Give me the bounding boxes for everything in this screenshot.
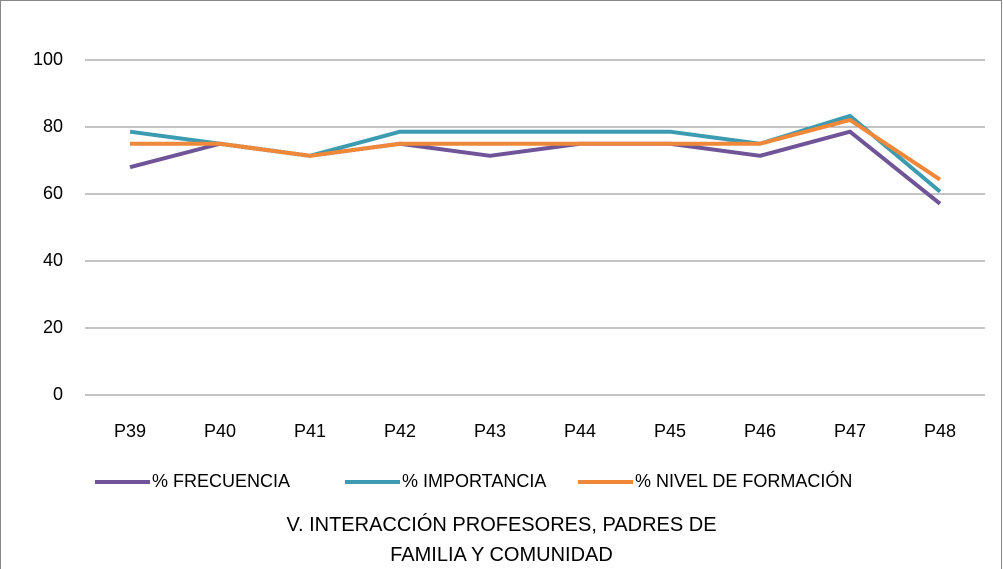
y-tick-label: 20 [43,317,63,337]
x-tick-label: P40 [204,421,236,441]
line-series [130,117,942,182]
legend-label: % IMPORTANCIA [402,471,546,491]
x-tick-label: P41 [294,421,326,441]
y-tick-label: 0 [53,384,63,404]
legend-label: % NIVEL DE FORMACIÓN [635,470,852,491]
y-tick-label: 80 [43,116,63,136]
legend-label: % FRECUENCIA [152,471,290,491]
x-tick-label: P39 [114,421,146,441]
x-tick-label: P48 [924,421,956,441]
x-tick-label: P42 [384,421,416,441]
y-tick-label: 100 [33,49,63,69]
chart-title: V. INTERACCIÓN PROFESORES, PADRES DE FAM… [286,514,717,566]
x-tick-label: P44 [564,421,596,441]
x-tick-label: P43 [474,421,506,441]
y-tick-label: 60 [43,183,63,203]
y-tick-label: 40 [43,250,63,270]
x-tick-label: P45 [654,421,686,441]
x-tick-label: P46 [744,421,776,441]
x-tick-label: P47 [834,421,866,441]
